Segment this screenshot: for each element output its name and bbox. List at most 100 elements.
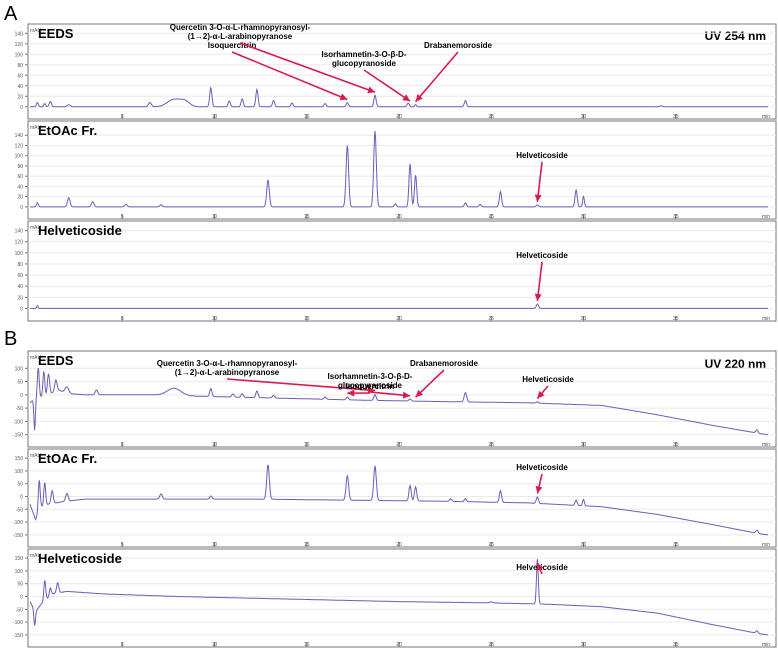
y-tick-label: -100 xyxy=(13,419,23,425)
arrow-head xyxy=(534,194,542,202)
arrow-head xyxy=(536,562,544,571)
peak-arrow xyxy=(239,42,376,93)
peak-label: Drabanemoroside xyxy=(410,359,479,368)
x-tick-label: 35 xyxy=(673,442,679,448)
x-tick-label: 30 xyxy=(581,114,587,120)
peak-label: Helveticoside xyxy=(522,375,574,384)
chromatogram-trace xyxy=(30,86,768,108)
x-axis-label: min xyxy=(762,642,770,648)
x-tick-label: 30 xyxy=(581,642,587,648)
y-tick-label: 20 xyxy=(17,94,23,100)
x-tick-label: 35 xyxy=(673,542,679,548)
x-tick-label: 5 xyxy=(121,214,124,220)
x-tick-label: 10 xyxy=(212,214,218,220)
y-tick-label: 0 xyxy=(20,595,23,601)
y-tick-label: 0 xyxy=(20,495,23,501)
x-tick-label: 30 xyxy=(581,316,587,322)
y-tick-label: 100 xyxy=(15,251,24,257)
x-tick-label: 10 xyxy=(212,642,218,648)
chromatogram-trace xyxy=(29,367,769,436)
chromatogram-trace xyxy=(29,464,769,536)
x-tick-label: 25 xyxy=(488,442,494,448)
x-tick-label: 30 xyxy=(581,542,587,548)
arrow-head xyxy=(367,86,376,94)
y-tick-label: 0 xyxy=(20,393,23,399)
y-tick-label: 40 xyxy=(17,184,23,190)
x-tick-label: 30 xyxy=(581,214,587,220)
peak-label-line2: (1→2)-α-L-arabinopyranose xyxy=(188,32,293,41)
plot-frame xyxy=(27,23,777,120)
x-tick-label: 35 xyxy=(673,642,679,648)
y-axis-label: mAU xyxy=(30,225,42,231)
x-tick-label: 5 xyxy=(121,542,124,548)
y-tick-label: 120 xyxy=(15,240,24,246)
peak-label: Quercetin 3-O-α-L-rhamnopyranosyl- xyxy=(157,359,298,368)
x-tick-label: 5 xyxy=(121,114,124,120)
x-tick-label: 35 xyxy=(673,114,679,120)
y-tick-label: 60 xyxy=(17,273,23,279)
y-tick-label: -150 xyxy=(13,533,23,539)
y-tick-label: 100 xyxy=(15,569,24,575)
x-tick-label: 15 xyxy=(304,542,310,548)
y-tick-label: 20 xyxy=(17,195,23,201)
y-tick-label: 50 xyxy=(17,380,23,386)
x-tick-label: 35 xyxy=(673,214,679,220)
plot-frame xyxy=(27,220,777,322)
x-tick-label: 30 xyxy=(581,442,587,448)
panel-label-b: B xyxy=(4,328,17,350)
arrow-head xyxy=(367,386,376,394)
arrow-head xyxy=(402,94,411,102)
sample-title: EtOAc Fr. xyxy=(38,451,97,466)
y-tick-label: 80 xyxy=(17,262,23,268)
x-axis-label: min xyxy=(762,442,770,448)
y-tick-label: 40 xyxy=(17,284,23,290)
plot-frame xyxy=(27,448,777,548)
y-tick-label: 120 xyxy=(15,42,24,48)
x-tick-label: 15 xyxy=(304,316,310,322)
y-tick-label: 80 xyxy=(17,63,23,69)
y-tick-label: 0 xyxy=(20,306,23,312)
y-tick-label: -100 xyxy=(13,620,23,626)
plot-frame xyxy=(27,548,777,648)
y-axis-label: mAU xyxy=(30,453,42,459)
chromatogram-a-1: 0 20 40 60 80 100 120 140 5 10 15 20 25 30 35 mAU min EED… xyxy=(15,23,777,120)
x-tick-label: 25 xyxy=(488,214,494,220)
peak-label-line2: (1→2)-α-L-arabinopyranose xyxy=(175,368,280,377)
x-axis-label: min xyxy=(762,542,770,548)
x-axis-label: min xyxy=(762,316,770,322)
chromatogram-trace xyxy=(30,131,768,208)
y-tick-label: -50 xyxy=(16,607,23,613)
y-tick-label: 50 xyxy=(17,582,23,588)
x-tick-label: 20 xyxy=(396,542,402,548)
plot-frame xyxy=(27,120,777,220)
y-tick-label: -50 xyxy=(16,406,23,412)
peak-label: Isoquercitrin xyxy=(346,382,395,391)
x-tick-label: 5 xyxy=(121,316,124,322)
peak-label: Helveticoside xyxy=(516,251,568,260)
chromatogram-a-2: 0 20 40 60 80 100 120 140 5 10 15 20 25 30 35 mAU min EtO… xyxy=(15,120,777,220)
y-tick-label: -150 xyxy=(13,433,23,439)
chromatogram-a-3: 0 20 40 60 80 100 120 140 5 10 15 20 25 30 35 mAU min Hel… xyxy=(15,220,777,322)
y-tick-label: -150 xyxy=(13,633,23,639)
y-tick-label: 100 xyxy=(15,366,24,372)
x-tick-label: 10 xyxy=(212,114,218,120)
arrow-head xyxy=(402,391,411,399)
y-tick-label: 100 xyxy=(15,154,24,160)
chromatogram-b-3: -150 -100 -50 0 50 100 150 5 10 15 20 25 30 35 mAU min H… xyxy=(13,548,777,648)
x-tick-label: 15 xyxy=(304,114,310,120)
sample-title: Helveticoside xyxy=(38,551,122,566)
arrow-head xyxy=(537,390,545,399)
y-tick-label: 100 xyxy=(15,469,24,475)
x-axis-label: min xyxy=(762,214,770,220)
y-tick-label: 60 xyxy=(17,174,23,180)
panel-label-a: A xyxy=(4,3,18,25)
y-tick-label: 140 xyxy=(15,229,24,235)
peak-arrow xyxy=(414,51,459,103)
sample-title: EEDS xyxy=(38,353,74,368)
peak-arrow xyxy=(226,378,376,392)
x-tick-label: 10 xyxy=(212,316,218,322)
x-tick-label: 25 xyxy=(488,316,494,322)
arrow-head xyxy=(535,485,543,494)
arrow-head xyxy=(347,389,355,397)
